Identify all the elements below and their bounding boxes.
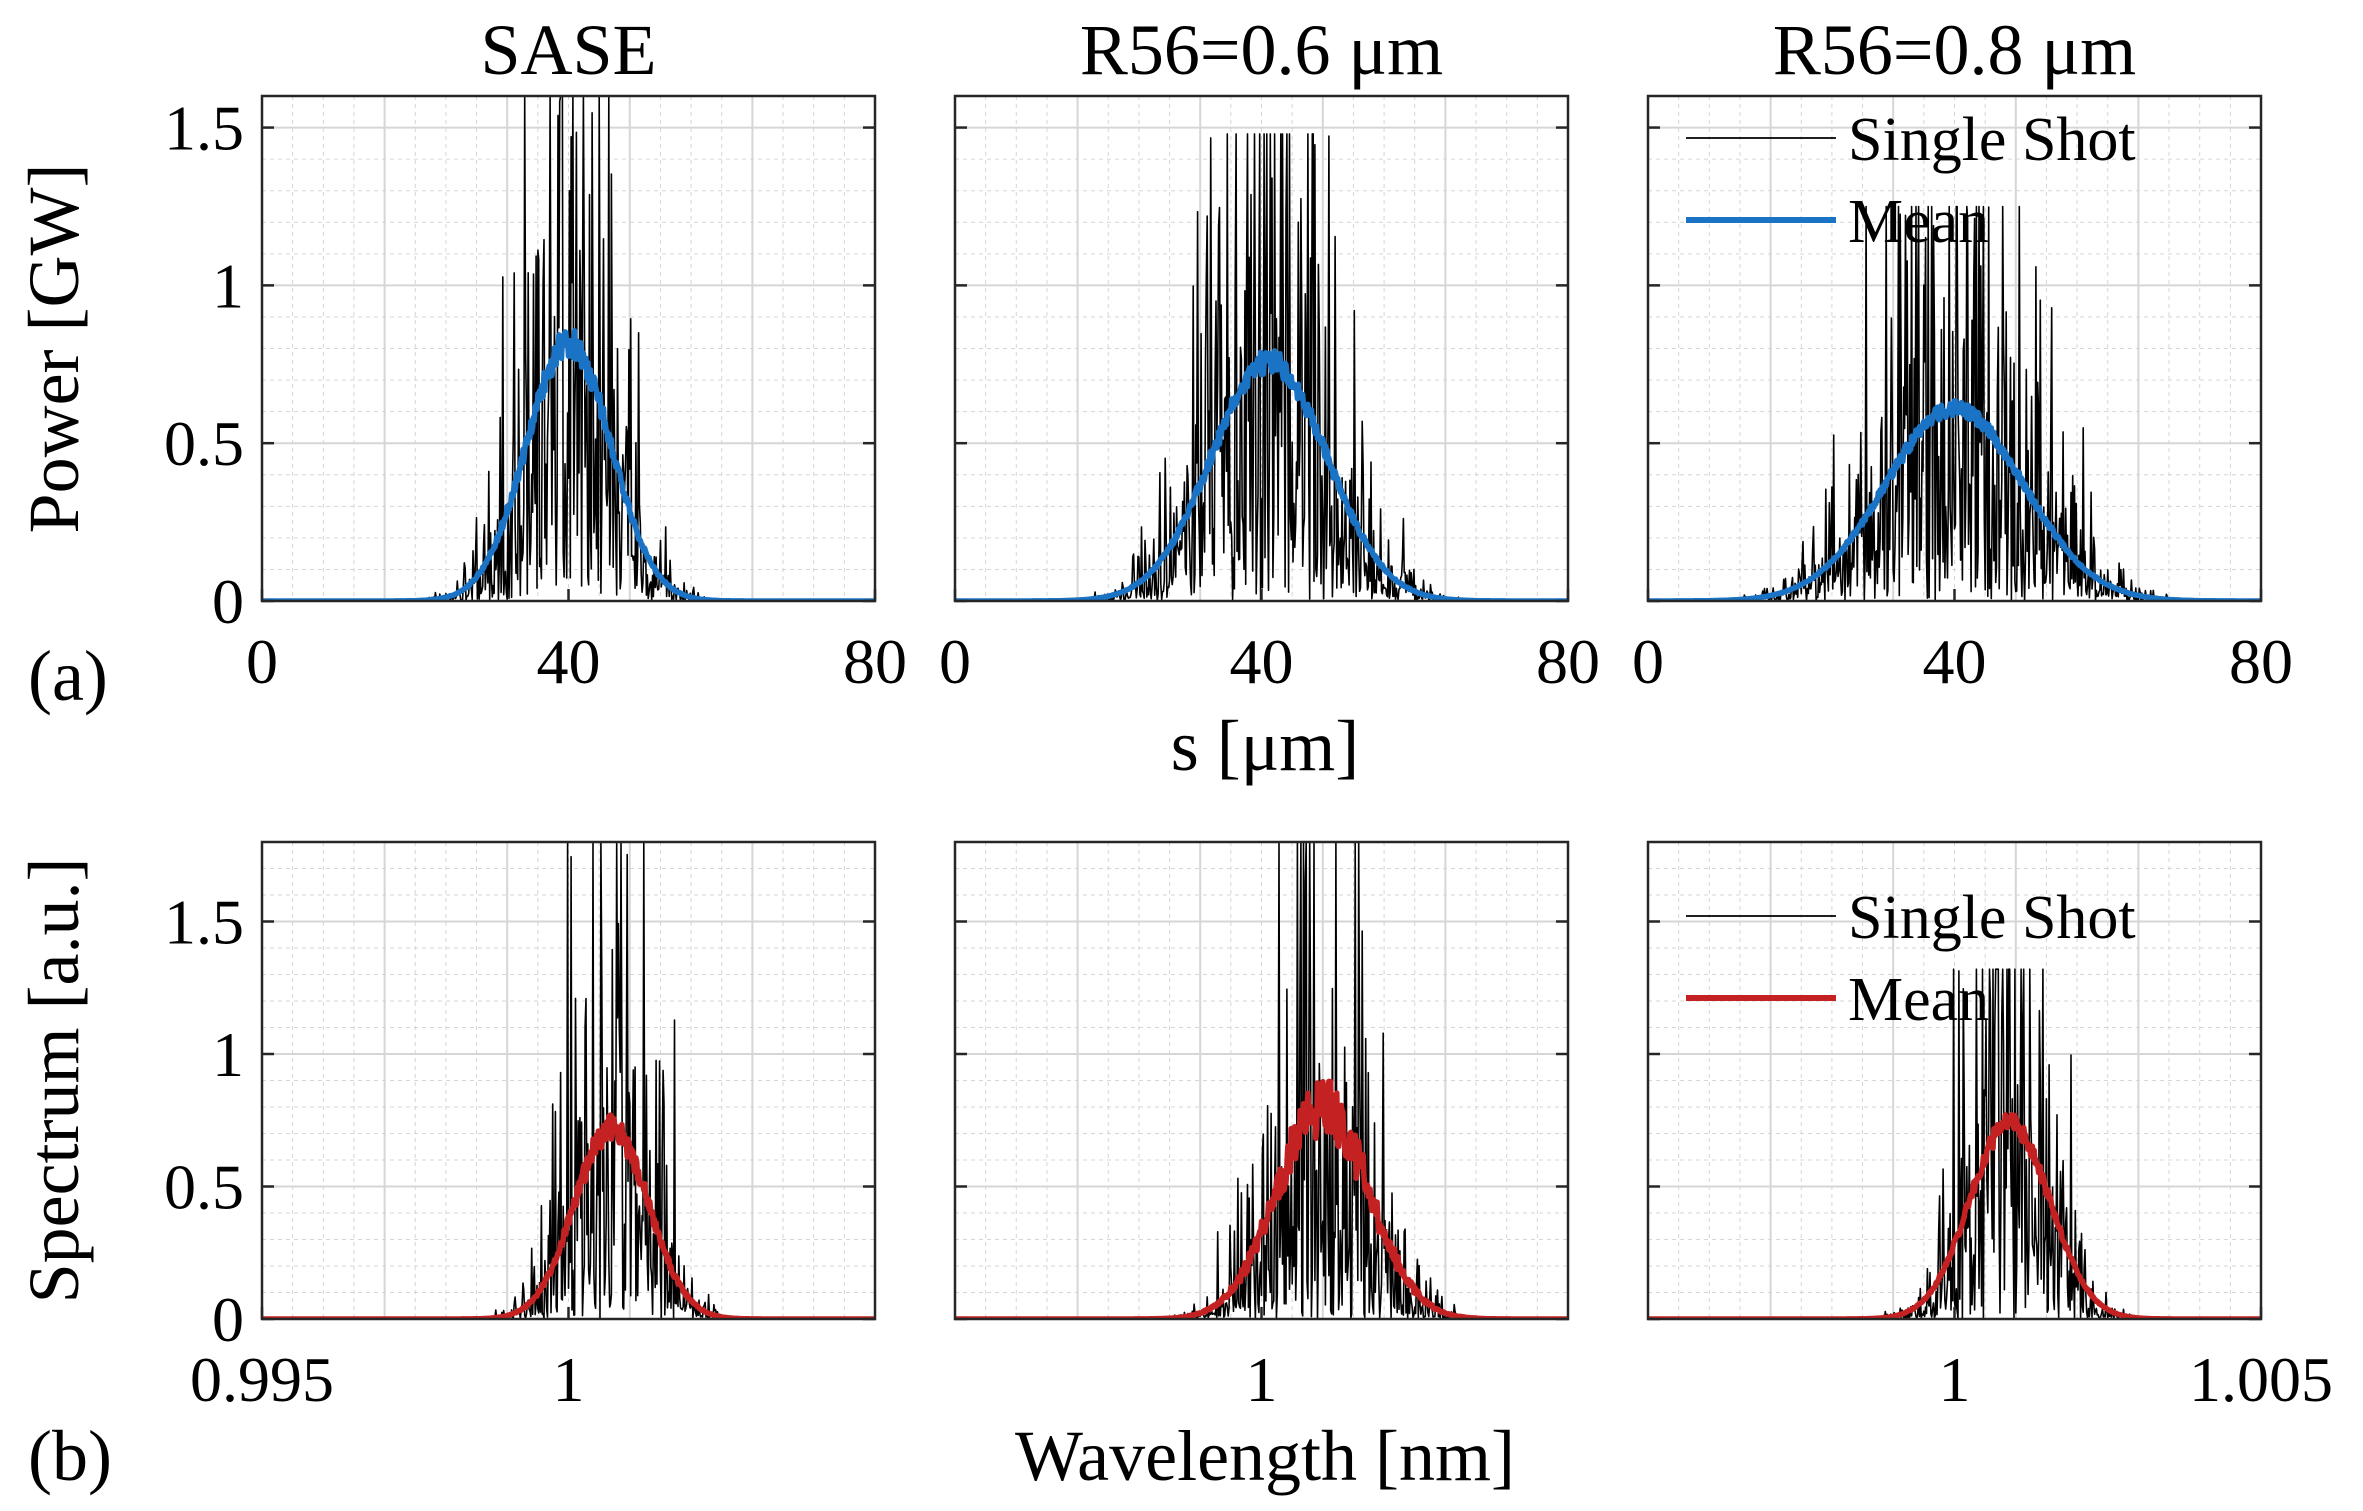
x-tick-label: 1: [1939, 1344, 1971, 1415]
y-tick-label: 1: [212, 1019, 244, 1090]
y-tick-label: 0: [212, 1284, 244, 1355]
x-tick-label: 0: [1632, 626, 1664, 697]
x-tick-label: 80: [1536, 626, 1600, 697]
y-tick-label: 1: [212, 250, 244, 321]
series-mean-line: [1648, 398, 2261, 601]
chart-title: SASE: [480, 10, 656, 90]
y-tick-label: 1.5: [164, 93, 244, 164]
legend-label: Single Shot: [1848, 106, 2136, 174]
series-mean-line: [262, 1112, 875, 1319]
legend: Single Shot Mean: [1686, 106, 2136, 256]
y-tick-label: 0: [212, 566, 244, 637]
x-tick-label: 80: [2229, 626, 2293, 697]
x-tick-label: 40: [1923, 626, 1987, 697]
y-tick-label: 0.5: [164, 408, 244, 479]
x-tick-label: 40: [1230, 626, 1294, 697]
chart-power-r56-08: 0 40 80 R56=0.8 μm Single Shot Mean: [1632, 10, 2293, 697]
panel-label-b: (b): [28, 1416, 112, 1496]
chart-panels: 0 0.5 1 1.5 0 40 80 SASE Power [GW] 0 40 80 R56=0.6 …: [14, 10, 2333, 1415]
series-single-shot-line: [262, 842, 875, 1319]
y-axis-label: Spectrum [a.u.]: [14, 858, 94, 1304]
x-tick-label: 1: [1246, 1344, 1278, 1415]
chart-spectrum-r56-08: 1 1.005 Single Shot Mean: [1646, 840, 2333, 1415]
legend-label: Mean: [1848, 188, 1989, 256]
y-axis-label: Power [GW]: [14, 164, 94, 534]
legend-label: Mean: [1848, 966, 1989, 1034]
chart-title: R56=0.6 μm: [1080, 10, 1443, 90]
shared-xlabel-top: s [μm]: [1171, 706, 1360, 786]
x-tick-label: 0: [246, 626, 278, 697]
series-mean-line: [955, 1078, 1568, 1319]
x-tick-label: 1: [553, 1344, 585, 1415]
legend-label: Single Shot: [1848, 884, 2136, 952]
x-tick-label: 1.005: [2189, 1344, 2333, 1415]
chart-spectrum-r56-06: 1: [953, 840, 1570, 1415]
x-tick-label: 0.995: [190, 1344, 334, 1415]
chart-power-sase: 0 0.5 1 1.5 0 40 80 SASE Power [GW]: [14, 10, 907, 697]
x-tick-label: 0: [939, 626, 971, 697]
panel-label-a: (a): [28, 636, 108, 716]
shared-xlabel-bottom: Wavelength [nm]: [1015, 1416, 1515, 1496]
chart-power-r56-06: 0 40 80 R56=0.6 μm: [939, 10, 1600, 697]
legend: Single Shot Mean: [1686, 884, 2136, 1034]
series-mean-line: [262, 327, 875, 601]
y-tick-label: 1.5: [164, 887, 244, 958]
x-tick-label: 80: [843, 626, 907, 697]
x-tick-label: 40: [537, 626, 601, 697]
y-tick-label: 0.5: [164, 1152, 244, 1223]
chart-spectrum-sase: 0 0.5 1 1.5 0.995 1 Spectrum [a.u.]: [14, 840, 877, 1415]
series-single-shot-line: [262, 96, 875, 601]
chart-title: R56=0.8 μm: [1773, 10, 2136, 90]
